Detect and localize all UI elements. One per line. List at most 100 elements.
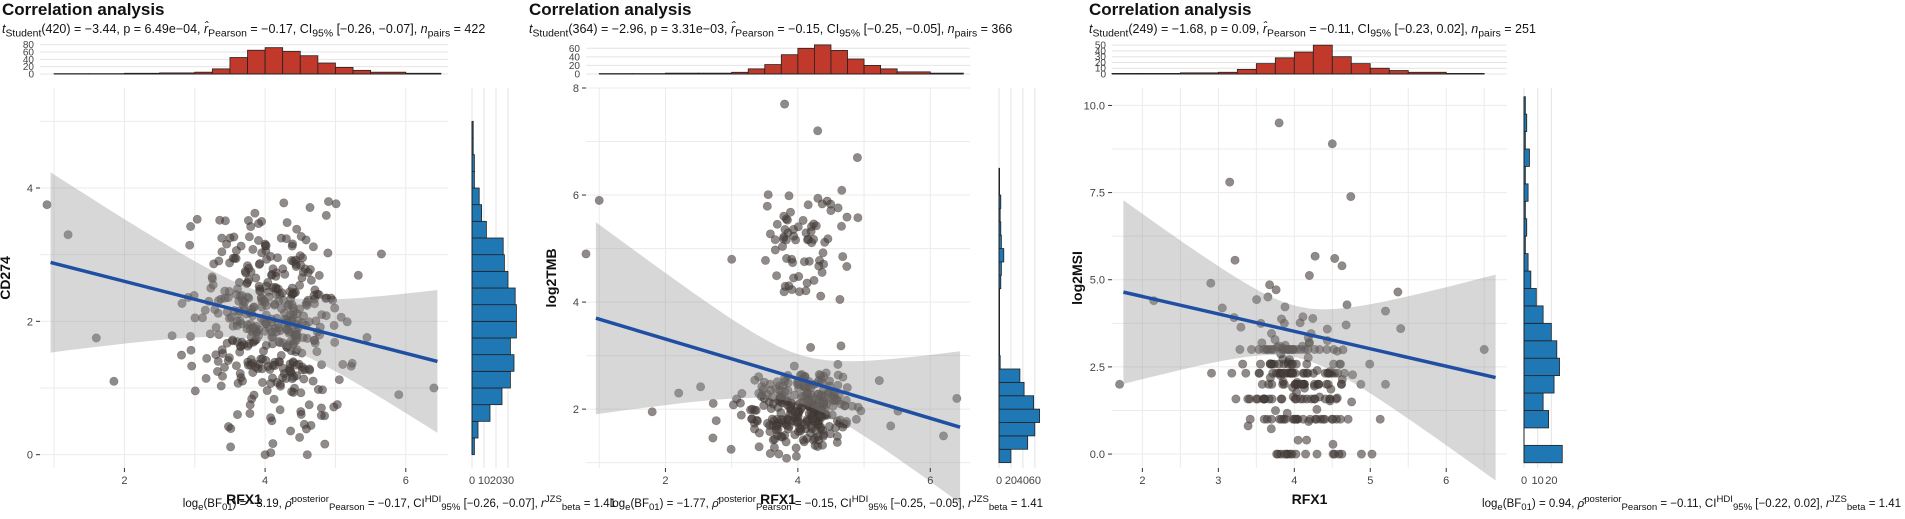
panel-stats: tStudent(420) = −3.44, p = 6.49e−04, r̂P…	[2, 22, 486, 40]
hist-bar	[471, 387, 503, 406]
data-point	[109, 376, 119, 386]
hist-bar	[880, 68, 898, 75]
data-point	[757, 382, 767, 392]
hist-bar	[317, 62, 336, 75]
data-point	[225, 233, 235, 243]
hist-bar	[1312, 44, 1333, 75]
hist-bar	[780, 54, 799, 75]
data-point	[328, 295, 338, 305]
data-point	[302, 300, 312, 310]
data-point	[754, 442, 764, 452]
panel-3: Correlation analysis tStudent(249) = −1.…	[1069, 0, 1905, 519]
data-point	[302, 450, 312, 460]
hist-bar	[1523, 183, 1529, 202]
data-point	[338, 359, 348, 369]
data-point	[852, 153, 862, 163]
hist-bar	[998, 448, 1012, 464]
data-point	[1302, 359, 1312, 369]
data-point	[316, 410, 326, 420]
data-point	[747, 414, 757, 424]
x-tick-label: 4	[262, 475, 268, 487]
gridlines	[1112, 88, 1507, 468]
data-point	[1335, 414, 1345, 424]
hist-x-tick-label: 20	[1545, 475, 1557, 487]
hist-bar	[1236, 68, 1257, 75]
data-point	[251, 362, 261, 372]
data-point	[1323, 368, 1333, 378]
y-tick-label: 8	[573, 83, 579, 95]
hist-bar	[1523, 253, 1529, 272]
data-point	[829, 395, 839, 405]
panel-bayes-stats: loge(BF01) = −3.19, ρ̂posteriorPearson =…	[182, 494, 616, 514]
data-point	[838, 252, 848, 262]
data-point	[244, 232, 254, 242]
data-point	[306, 275, 316, 285]
data-point	[1342, 300, 1352, 310]
data-point	[811, 221, 821, 231]
panel-2: Correlation analysis tStudent(364) = −2.…	[527, 0, 1047, 519]
data-point	[263, 277, 273, 287]
hist-bar	[299, 55, 319, 75]
data-point	[1337, 261, 1347, 271]
data-point	[794, 271, 804, 281]
data-point	[770, 434, 780, 444]
data-point	[209, 259, 219, 269]
data-point	[765, 229, 775, 239]
data-point	[1328, 439, 1338, 449]
panel-bayes-stats: loge(BF01) = −1.77, ρ̂posteriorPearson =…	[609, 494, 1043, 514]
hist-bar	[471, 420, 479, 439]
data-point	[211, 350, 221, 360]
data-point	[813, 126, 823, 136]
data-point	[208, 280, 218, 290]
data-point	[218, 371, 228, 381]
data-point	[1279, 379, 1289, 389]
data-point	[1279, 368, 1289, 378]
data-point	[63, 230, 73, 240]
hist-bar	[335, 67, 354, 75]
data-point	[1259, 394, 1269, 404]
data-point	[1257, 379, 1267, 389]
data-point	[376, 249, 386, 259]
data-point	[874, 376, 884, 386]
hist-bar	[471, 220, 487, 239]
data-point	[774, 449, 784, 459]
data-point	[295, 432, 305, 442]
data-point	[226, 442, 236, 452]
hist-bar	[998, 368, 1021, 383]
data-point	[1280, 302, 1290, 312]
data-point	[248, 323, 258, 333]
data-point	[836, 221, 846, 231]
data-point	[1291, 394, 1301, 404]
hist-bar	[863, 65, 882, 75]
data-point	[214, 330, 224, 340]
hist-bar	[1293, 51, 1314, 75]
data-point	[776, 408, 786, 418]
x-tick-label: 2	[662, 475, 668, 487]
data-point	[240, 266, 250, 276]
data-point	[776, 393, 786, 403]
hist-x-tick-label: 60	[1029, 475, 1041, 487]
data-point	[1302, 435, 1312, 445]
data-point	[1225, 177, 1235, 187]
data-point	[798, 215, 808, 225]
data-point	[1267, 414, 1277, 424]
data-point	[816, 291, 826, 301]
y-tick-label: 10.0	[1084, 100, 1105, 112]
data-point	[249, 390, 259, 400]
hist-bar	[1523, 322, 1552, 342]
data-point	[288, 387, 298, 397]
data-point	[750, 375, 760, 385]
data-point	[250, 208, 260, 218]
data-point	[1380, 306, 1390, 316]
data-point	[1289, 414, 1299, 424]
data-point	[280, 269, 290, 279]
data-point	[594, 195, 604, 205]
data-point	[347, 358, 357, 368]
x-tick-label: 6	[1443, 475, 1449, 487]
data-point	[770, 235, 780, 245]
data-point	[808, 413, 818, 423]
data-point	[248, 244, 258, 254]
data-point	[818, 431, 828, 441]
data-point	[581, 249, 591, 259]
data-point	[708, 398, 718, 408]
